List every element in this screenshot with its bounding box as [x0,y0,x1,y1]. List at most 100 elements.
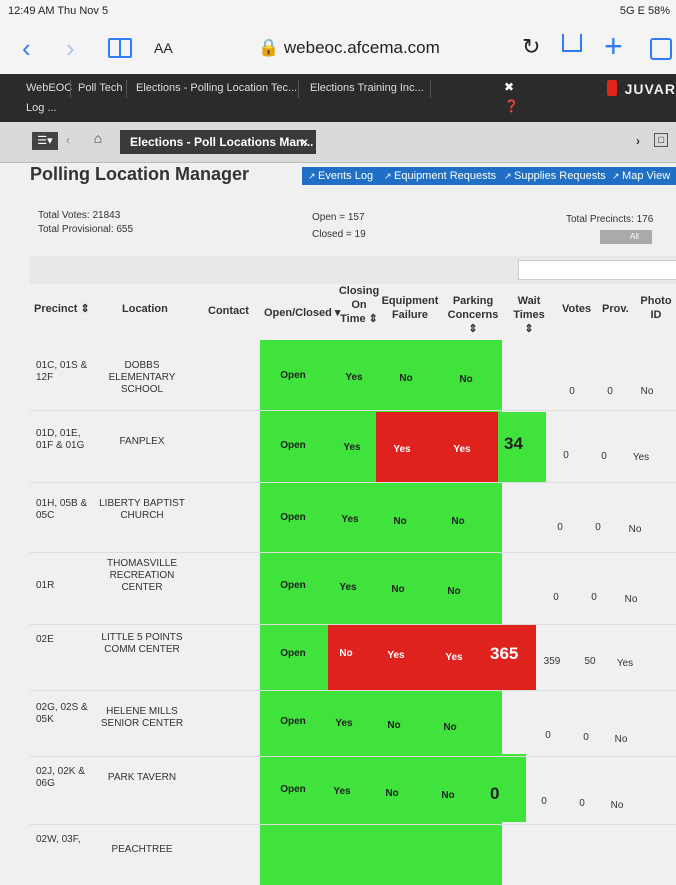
events-log-button[interactable]: Events Log [302,167,380,185]
summary-panel: Total Votes: 21843 Total Provisional: 65… [30,202,676,252]
header-open-closed[interactable]: Open/Closed ▾ [264,307,341,319]
photo-id-cell: Yes [632,452,650,463]
location-line: THOMASVILLE [106,558,178,569]
board-page: ☰▾ ‹ ⌂ Elections - Poll Locations Man...… [0,122,676,885]
precinct-cell: 02J, 02K & 06G [36,766,98,790]
header-parking-concerns[interactable]: Parking Concerns ⇕ [442,294,504,336]
home-icon[interactable]: ⌂ [93,130,103,146]
equipment-failure-cell: No [391,584,405,595]
votes-cell: 0 [563,450,569,461]
equipment-requests-button[interactable]: Equipment Requests [378,167,503,185]
precinct-line: 12F [36,372,54,383]
closing-on-time-cell: Yes [335,718,353,729]
table-row[interactable]: 01R THOMASVILLE RECREATION CENTER Open Yes… [30,552,676,625]
map-view-button[interactable]: Map View [606,167,676,185]
precinct-cell: 01D, 01E, 01F & 01G [36,428,98,452]
table-row[interactable]: 02J, 02K & 06G PARK TAVERN Open Yes No No… [30,756,676,825]
parking-concerns-cell: No [441,790,455,801]
table-row[interactable]: 01H, 05B & 05C LIBERTY BAPTIST CHURCH Open… [30,482,676,553]
help-icon[interactable]: ❓ [504,99,519,113]
parking-concerns-cell: Yes [445,652,463,663]
tab-menu-icon[interactable]: ▢ [654,133,668,147]
reader-text-size-button[interactable]: AA [154,40,173,56]
open-closed-cell: Open [280,580,306,591]
precinct-filter-select[interactable]: All [600,230,652,244]
search-input[interactable] [518,260,676,280]
open-closed-cell: Open [280,784,306,795]
location-line: SCHOOL [120,384,164,395]
search-bar [30,256,676,284]
parking-concerns-cell: No [459,374,473,385]
precinct-line: 02G, 02S & [36,702,88,713]
prov-cell: 0 [595,522,601,533]
parking-concerns-cell: No [443,722,457,733]
equipment-failure-cell: No [393,516,407,527]
location-line: SENIOR CENTER [100,718,184,729]
device-status-bar: 12:49 AM Thu Nov 5 5G E 58% [0,0,676,24]
location-line: LITTLE 5 POINTS [101,632,183,643]
header-location: Location [122,303,168,315]
tab-poll-locations-manager[interactable]: Elections - Poll Locations Man... × [120,130,316,154]
precinct-line: 05C [36,510,55,521]
juvare-logo: JUVAR [607,80,676,97]
table-row[interactable]: 01D, 01E, 01F & 01G FANPLEX Open Yes Yes … [30,410,676,483]
bookmarks-icon[interactable] [108,38,132,58]
header-equipment-line1: Equipment [381,295,439,307]
tabs-icon[interactable] [650,38,672,60]
wait-band-row-7 [478,754,526,822]
share-icon[interactable] [562,34,582,52]
location-line: LIBERTY BAPTIST [99,498,185,509]
close-tab-icon[interactable]: × [300,135,308,149]
precinct-line: 01R [36,580,55,591]
table-row[interactable]: 01C, 01S & 12F DOBBS ELEMENTARY SCHOOL Ope… [30,340,676,411]
reload-icon[interactable]: ↻ [522,34,541,59]
table-row[interactable]: 02G, 02S & 05K HELENE MILLS SENIOR CENTER … [30,690,676,757]
menu-toggle-icon[interactable]: ☰▾ [32,132,58,150]
prov-cell: 0 [591,592,597,603]
table-row[interactable]: 02W, 03F, PEACHTREE [30,824,676,885]
location-cell: HELENE MILLS SENIOR CENTER [94,706,190,730]
photo-id-cell: Yes [616,658,634,669]
table-body: 01C, 01S & 12F DOBBS ELEMENTARY SCHOOL Ope… [30,340,676,885]
precinct-line: 02W, 03F, [36,834,81,845]
address-bar[interactable]: 🔒 webeoc.afcema.com [258,38,440,58]
header-photo-line1: Photo [640,295,672,307]
tab-scroll-right-icon[interactable]: › [636,134,640,148]
precinct-line: 01H, 05B & [36,498,88,509]
header-wait-times[interactable]: Wait Times ⇕ [508,294,550,336]
open-closed-cell: Open [280,440,306,451]
location-cell: PEACHTREE [94,844,190,856]
open-closed-cell: Open [280,648,306,659]
header-photo-id: Photo ID [636,294,676,322]
supplies-requests-button[interactable]: Supplies Requests [498,167,612,185]
closing-on-time-cell: Yes [345,372,363,383]
precinct-cell: 02G, 02S & 05K [36,702,98,726]
total-precincts: Total Precincts: 176 [566,214,654,225]
lock-icon: 🔒 [258,38,284,57]
prov-cell: 0 [579,798,585,809]
open-count: Open = 157 [312,212,365,223]
nav-item-log[interactable]: Log ... [26,102,57,114]
header-precinct[interactable]: Precinct ⇕ [34,303,90,315]
photo-id-cell: No [624,594,638,605]
total-provisional: Total Provisional: 655 [38,224,134,235]
nav-item-poll-tech[interactable]: Poll Tech [78,82,123,94]
table-row[interactable]: 02E LITTLE 5 POINTS COMM CENTER Open No Y… [30,624,676,691]
precinct-line: 02J, 02K & [36,766,85,777]
new-tab-icon[interactable]: + [604,28,623,64]
header-closing-on-time[interactable]: Closing On Time ⇕ [338,284,380,326]
closing-on-time-cell: Yes [341,514,359,525]
nav-item-polling-location-tech[interactable]: Elections - Polling Location Tec... [136,82,298,94]
header-photo-line2: ID [650,309,662,321]
location-line: PEACHTREE [111,844,173,855]
header-prov: Prov. [602,303,629,315]
nav-item-elections-training[interactable]: Elections Training Inc... [310,82,424,94]
fullscreen-icon[interactable]: ✖ [504,80,515,94]
tab-scroll-left-icon[interactable]: ‹ [66,133,70,147]
nav-item-webeoc[interactable]: WebEOC [26,82,73,94]
location-line: FANPLEX [119,436,165,447]
back-icon[interactable]: ‹ [22,33,31,63]
open-closed-cell: Open [280,512,306,523]
forward-icon[interactable]: › [66,33,75,63]
clock: 12:49 AM Thu Nov 5 [8,5,109,17]
